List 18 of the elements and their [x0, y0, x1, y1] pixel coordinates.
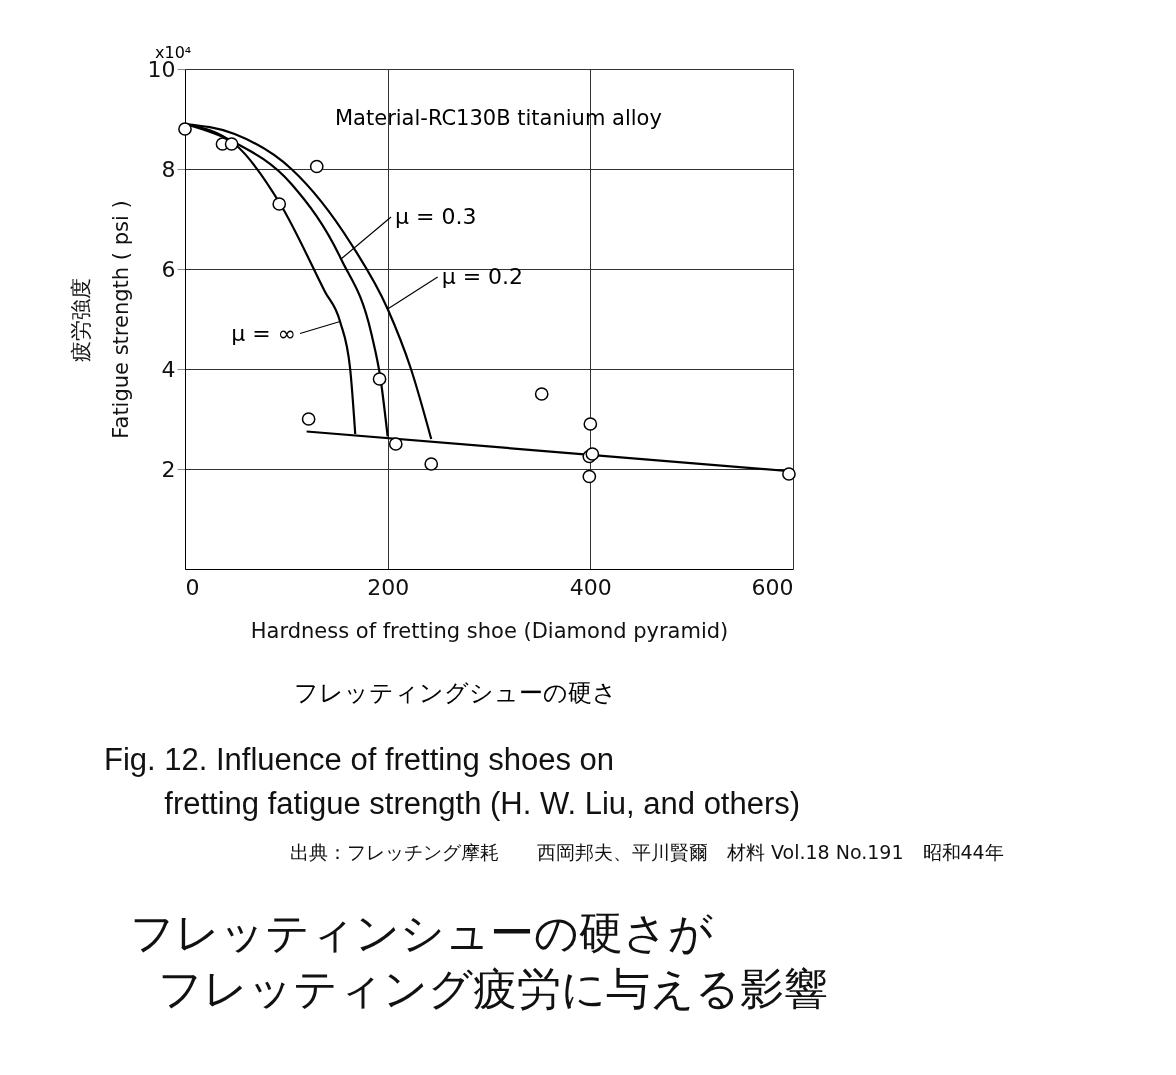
text: Hardness of fretting shoe (Diamond pyramid) フレッティングシューの硬さ	[250, 618, 729, 707]
text: フレッティンシューの硬さが	[130, 907, 713, 958]
x-tick-label: 0	[185, 574, 200, 600]
text: Fig. 12. Influence of fretting shoes on fretting fatigue strength (H. W. Liu, and others)	[104, 741, 801, 823]
text: μ = 0.3	[395, 204, 477, 229]
y-axis-title: 疲労強度 Fatigue strength ( psi )	[68, 200, 133, 439]
x-tick-label: 200	[367, 574, 410, 600]
y-tick-label: 2	[161, 456, 176, 482]
text: x10⁴	[155, 43, 192, 62]
text: μ = 0.2	[441, 264, 524, 289]
y-tick-label: 8	[161, 156, 176, 182]
x-tick-label: 600	[751, 574, 794, 600]
text: フレッティング疲労に与える影響	[157, 963, 828, 1014]
y-tick-label: 6	[161, 256, 176, 282]
y-tick-label: 4	[161, 356, 176, 382]
legend-label: μ = ∞	[231, 320, 297, 346]
source-note: 出典：フレッチング摩耗 西岡邦夫、平川賢爾 材料 Vol.18 No.191 昭和44年	[290, 840, 1004, 865]
x-tick-label: 400	[569, 574, 612, 600]
